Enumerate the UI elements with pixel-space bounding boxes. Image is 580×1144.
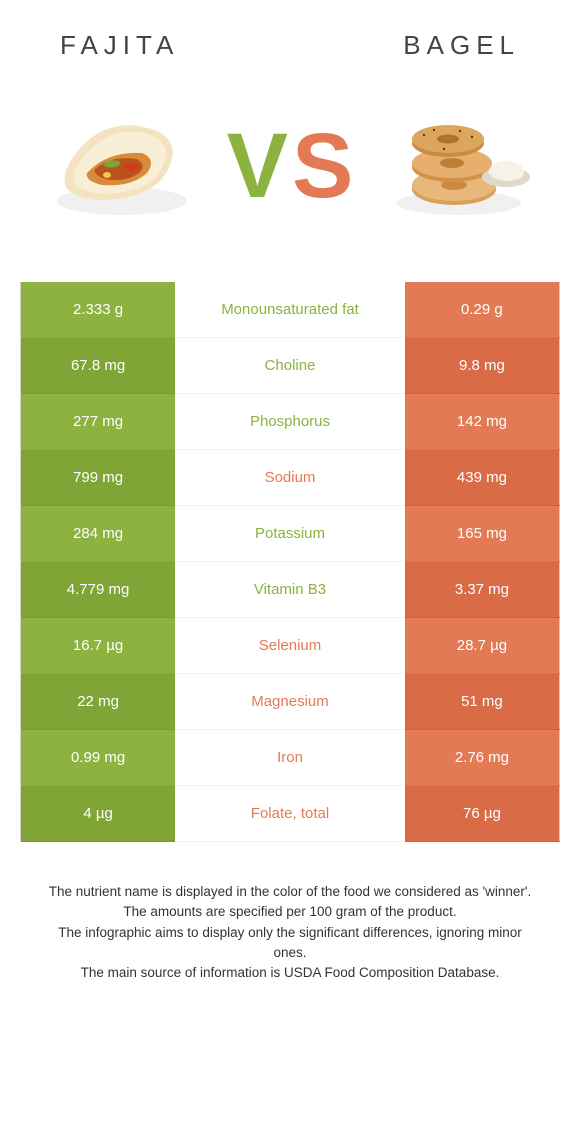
vs-s: S	[292, 120, 353, 212]
right-value: 28.7 µg	[405, 618, 560, 674]
table-row: 0.99 mgIron2.76 mg	[21, 730, 560, 786]
footer-line: The main source of information is USDA F…	[44, 963, 536, 983]
table-row: 67.8 mgCholine9.8 mg	[21, 338, 560, 394]
nutrient-label: Vitamin B3	[175, 562, 405, 618]
left-value: 2.333 g	[21, 282, 176, 338]
right-value: 0.29 g	[405, 282, 560, 338]
left-value: 799 mg	[21, 450, 176, 506]
table-row: 277 mgPhosphorus142 mg	[21, 394, 560, 450]
left-value: 277 mg	[21, 394, 176, 450]
vs-v: V	[227, 120, 288, 212]
nutrient-label: Magnesium	[175, 674, 405, 730]
table-row: 22 mgMagnesium51 mg	[21, 674, 560, 730]
fajita-image	[44, 106, 199, 226]
right-value: 142 mg	[405, 394, 560, 450]
left-value: 22 mg	[21, 674, 176, 730]
left-value: 67.8 mg	[21, 338, 176, 394]
right-value: 3.37 mg	[405, 562, 560, 618]
footer-line: The infographic aims to display only the…	[44, 923, 536, 964]
nutrient-label: Sodium	[175, 450, 405, 506]
nutrient-label: Choline	[175, 338, 405, 394]
nutrient-label: Folate, total	[175, 786, 405, 842]
right-value: 9.8 mg	[405, 338, 560, 394]
nutrient-label: Monounsaturated fat	[175, 282, 405, 338]
table-row: 16.7 µgSelenium28.7 µg	[21, 618, 560, 674]
right-value: 76 µg	[405, 786, 560, 842]
left-value: 16.7 µg	[21, 618, 176, 674]
fajita-icon	[47, 111, 197, 221]
table-row: 2.333 gMonounsaturated fat0.29 g	[21, 282, 560, 338]
right-value: 439 mg	[405, 450, 560, 506]
right-title: BAGEL	[403, 30, 520, 61]
table-row: 4.779 mgVitamin B33.37 mg	[21, 562, 560, 618]
right-value: 165 mg	[405, 506, 560, 562]
bagel-icon	[384, 111, 534, 221]
nutrient-label: Selenium	[175, 618, 405, 674]
table-row: 284 mgPotassium165 mg	[21, 506, 560, 562]
footer-line: The amounts are specified per 100 gram o…	[44, 902, 536, 922]
right-value: 51 mg	[405, 674, 560, 730]
left-title: FAJITA	[60, 30, 179, 61]
left-value: 0.99 mg	[21, 730, 176, 786]
vs-label: V S	[227, 120, 354, 212]
bagel-image	[381, 106, 536, 226]
left-value: 284 mg	[21, 506, 176, 562]
title-row: FAJITA BAGEL	[20, 20, 560, 91]
nutrient-label: Potassium	[175, 506, 405, 562]
nutrient-label: Iron	[175, 730, 405, 786]
left-value: 4 µg	[21, 786, 176, 842]
right-value: 2.76 mg	[405, 730, 560, 786]
nutrient-table: 2.333 gMonounsaturated fat0.29 g67.8 mgC…	[20, 281, 560, 842]
table-row: 4 µgFolate, total76 µg	[21, 786, 560, 842]
footer-notes: The nutrient name is displayed in the co…	[20, 842, 560, 983]
infographic: FAJITA BAGEL V S	[0, 0, 580, 1003]
nutrient-label: Phosphorus	[175, 394, 405, 450]
table-row: 799 mgSodium439 mg	[21, 450, 560, 506]
left-value: 4.779 mg	[21, 562, 176, 618]
footer-line: The nutrient name is displayed in the co…	[44, 882, 536, 902]
hero-row: V S	[20, 91, 560, 241]
